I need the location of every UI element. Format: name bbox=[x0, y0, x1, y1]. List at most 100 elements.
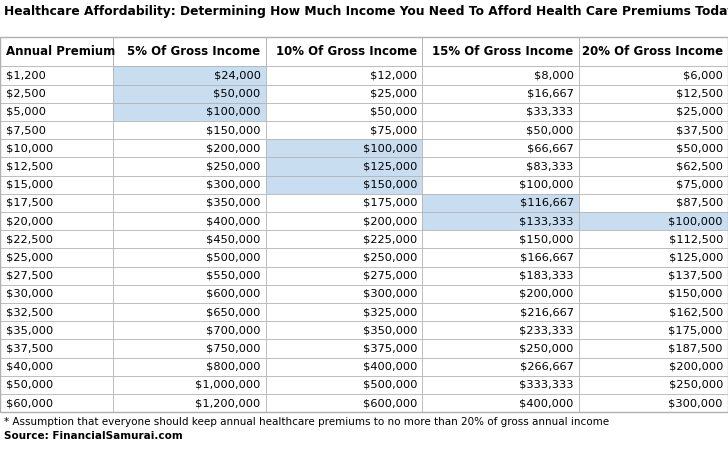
Text: $50,000: $50,000 bbox=[676, 143, 723, 153]
Text: $166,667: $166,667 bbox=[520, 252, 574, 262]
Text: $183,333: $183,333 bbox=[519, 271, 574, 281]
Bar bbox=[0, 358, 113, 376]
Text: $500,000: $500,000 bbox=[363, 380, 417, 390]
Text: $225,000: $225,000 bbox=[363, 234, 417, 244]
Bar bbox=[113, 376, 266, 394]
Bar bbox=[113, 194, 266, 212]
Text: $300,000: $300,000 bbox=[363, 289, 417, 299]
Bar bbox=[113, 230, 266, 248]
Text: $50,000: $50,000 bbox=[370, 107, 417, 117]
Bar bbox=[113, 37, 266, 66]
Bar bbox=[422, 121, 579, 139]
Bar bbox=[422, 321, 579, 339]
Bar bbox=[0, 248, 113, 267]
Bar bbox=[0, 103, 113, 121]
Text: $187,500: $187,500 bbox=[668, 344, 723, 354]
Bar bbox=[113, 85, 266, 103]
Text: $250,000: $250,000 bbox=[363, 252, 417, 262]
Text: $216,667: $216,667 bbox=[520, 307, 574, 317]
Bar bbox=[422, 212, 579, 230]
Text: $233,333: $233,333 bbox=[519, 325, 574, 335]
Text: 20% Of Gross Income: 20% Of Gross Income bbox=[582, 45, 723, 58]
Text: $350,000: $350,000 bbox=[206, 198, 261, 208]
Bar bbox=[113, 358, 266, 376]
Text: $12,500: $12,500 bbox=[6, 162, 53, 171]
Text: $1,200,000: $1,200,000 bbox=[195, 398, 261, 408]
Bar bbox=[0, 85, 113, 103]
Bar bbox=[266, 139, 422, 158]
Text: $10,000: $10,000 bbox=[6, 143, 53, 153]
Bar bbox=[113, 267, 266, 285]
Text: $33,333: $33,333 bbox=[526, 107, 574, 117]
Text: $5,000: $5,000 bbox=[6, 107, 46, 117]
Bar bbox=[422, 230, 579, 248]
Text: $150,000: $150,000 bbox=[668, 289, 723, 299]
Bar bbox=[113, 139, 266, 158]
Bar bbox=[422, 175, 579, 194]
Bar bbox=[422, 139, 579, 158]
Bar bbox=[266, 175, 422, 194]
Bar bbox=[266, 267, 422, 285]
Bar bbox=[113, 158, 266, 175]
Text: $100,000: $100,000 bbox=[519, 180, 574, 190]
Text: $15,000: $15,000 bbox=[6, 180, 53, 190]
Bar bbox=[266, 121, 422, 139]
Text: $62,500: $62,500 bbox=[676, 162, 723, 171]
Bar bbox=[579, 103, 728, 121]
Text: $60,000: $60,000 bbox=[6, 398, 53, 408]
Text: $30,000: $30,000 bbox=[6, 289, 53, 299]
Text: $32,500: $32,500 bbox=[6, 307, 53, 317]
Bar bbox=[0, 121, 113, 139]
Bar bbox=[579, 85, 728, 103]
Bar bbox=[266, 358, 422, 376]
Text: $37,500: $37,500 bbox=[676, 125, 723, 135]
Text: $450,000: $450,000 bbox=[206, 234, 261, 244]
Bar bbox=[579, 230, 728, 248]
Text: $150,000: $150,000 bbox=[363, 180, 417, 190]
Bar bbox=[579, 321, 728, 339]
Bar bbox=[113, 285, 266, 303]
Bar bbox=[266, 376, 422, 394]
Text: $325,000: $325,000 bbox=[363, 307, 417, 317]
Bar bbox=[579, 158, 728, 175]
Bar bbox=[579, 66, 728, 85]
Text: $300,000: $300,000 bbox=[668, 398, 723, 408]
Text: $17,500: $17,500 bbox=[6, 198, 53, 208]
Text: Annual Premium: Annual Premium bbox=[6, 45, 115, 58]
Text: $375,000: $375,000 bbox=[363, 344, 417, 354]
Text: $175,000: $175,000 bbox=[668, 325, 723, 335]
Bar bbox=[579, 121, 728, 139]
Text: 15% Of Gross Income: 15% Of Gross Income bbox=[432, 45, 574, 58]
Bar bbox=[266, 212, 422, 230]
Text: $25,000: $25,000 bbox=[676, 107, 723, 117]
Bar bbox=[0, 37, 113, 66]
Bar bbox=[266, 303, 422, 321]
Text: $125,000: $125,000 bbox=[363, 162, 417, 171]
Text: $75,000: $75,000 bbox=[370, 125, 417, 135]
Text: $333,333: $333,333 bbox=[519, 380, 574, 390]
Bar bbox=[266, 194, 422, 212]
Text: $50,000: $50,000 bbox=[213, 89, 261, 99]
Text: $200,000: $200,000 bbox=[519, 289, 574, 299]
Bar bbox=[422, 339, 579, 358]
Bar bbox=[266, 248, 422, 267]
Text: $12,500: $12,500 bbox=[676, 89, 723, 99]
Text: $1,200: $1,200 bbox=[6, 71, 46, 81]
Bar bbox=[0, 303, 113, 321]
Bar bbox=[113, 212, 266, 230]
Text: $125,000: $125,000 bbox=[668, 252, 723, 262]
Text: $137,500: $137,500 bbox=[668, 271, 723, 281]
Bar bbox=[113, 321, 266, 339]
Text: $20,000: $20,000 bbox=[6, 216, 53, 226]
Bar bbox=[0, 212, 113, 230]
Text: 10% Of Gross Income: 10% Of Gross Income bbox=[276, 45, 417, 58]
Text: $266,667: $266,667 bbox=[520, 362, 574, 372]
Text: $87,500: $87,500 bbox=[676, 198, 723, 208]
Bar bbox=[579, 339, 728, 358]
Text: $500,000: $500,000 bbox=[206, 252, 261, 262]
Text: $100,000: $100,000 bbox=[668, 216, 723, 226]
Text: $200,000: $200,000 bbox=[668, 362, 723, 372]
Bar bbox=[579, 376, 728, 394]
Text: $750,000: $750,000 bbox=[206, 344, 261, 354]
Text: $35,000: $35,000 bbox=[6, 325, 53, 335]
